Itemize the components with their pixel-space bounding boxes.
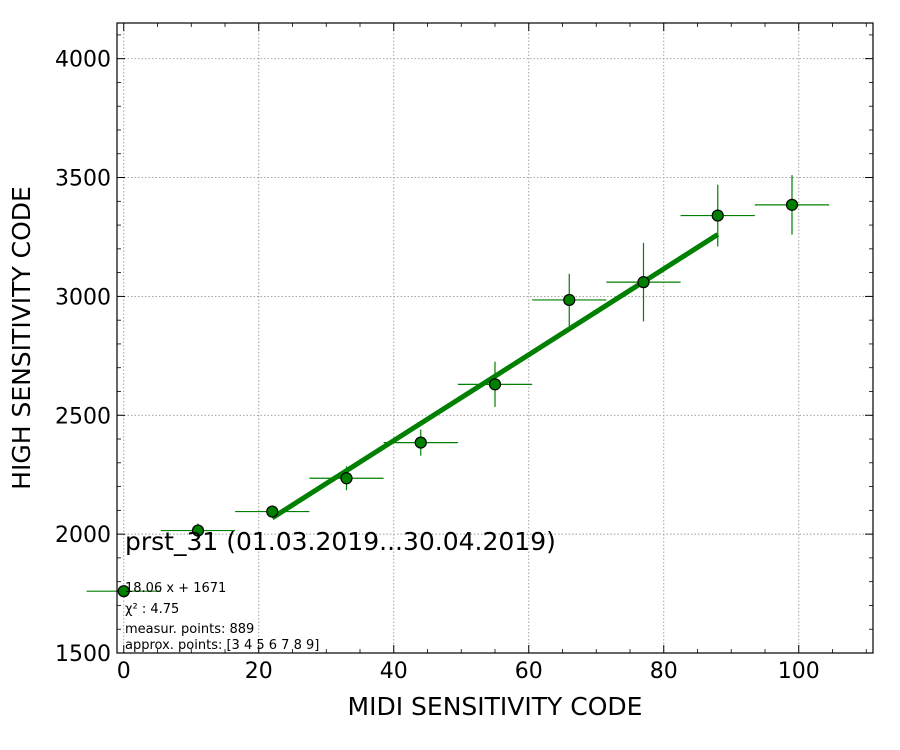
- measured-points: measur. points: 889: [125, 622, 254, 637]
- data-points: [86, 175, 830, 598]
- fit-equation: 18.06 x + 1671: [125, 581, 226, 596]
- point-marker: [785, 198, 799, 211]
- chi2-value: χ² : 4.75: [125, 602, 179, 617]
- x-tick-label: 80: [650, 659, 678, 684]
- approx-points: approx. points: [3 4 5 6 7 8 9]: [125, 638, 319, 653]
- point-marker: [117, 585, 130, 598]
- data-point: [680, 184, 755, 247]
- x-tick-label: 60: [515, 659, 543, 684]
- data-point: [160, 523, 236, 538]
- data-point: [606, 242, 681, 322]
- axis-ticks: 0 20 40 60 80 100 1500 2000 2500 3000 3500 4000: [55, 23, 873, 684]
- grid: [117, 23, 873, 653]
- x-tick-label: 0: [117, 659, 131, 684]
- data-point: [235, 505, 310, 518]
- point-marker: [340, 472, 353, 485]
- data-point: [754, 175, 830, 235]
- point-marker: [637, 276, 650, 289]
- x-tick-label: 100: [778, 659, 820, 684]
- y-tick-label: 4000: [55, 48, 111, 73]
- point-marker: [488, 378, 502, 391]
- y-tick-label: 3500: [55, 167, 111, 192]
- point-marker: [711, 209, 724, 222]
- y-tick-label: 2500: [55, 404, 111, 429]
- point-marker: [191, 524, 205, 537]
- data-point: [383, 429, 458, 456]
- x-tick-label: 40: [380, 659, 408, 684]
- y-axis-title: HIGH SENSITIVITY CODE: [7, 186, 36, 490]
- plot-frame: [116, 22, 874, 654]
- point-marker: [414, 436, 427, 449]
- data-point: [309, 466, 384, 491]
- y-tick-label: 1500: [55, 642, 111, 667]
- point-marker: [563, 293, 576, 307]
- x-tick-label: 20: [245, 659, 273, 684]
- y-tick-label: 3000: [55, 285, 111, 310]
- y-tick-label: 2000: [55, 523, 111, 548]
- data-point: [457, 361, 533, 407]
- x-axis-title: MIDI SENSITIVITY CODE: [348, 692, 643, 721]
- point-marker: [266, 505, 279, 518]
- data-point: [86, 585, 161, 598]
- data-point: [532, 273, 607, 327]
- run-title: prst_31 (01.03.2019...30.04.2019): [125, 527, 556, 556]
